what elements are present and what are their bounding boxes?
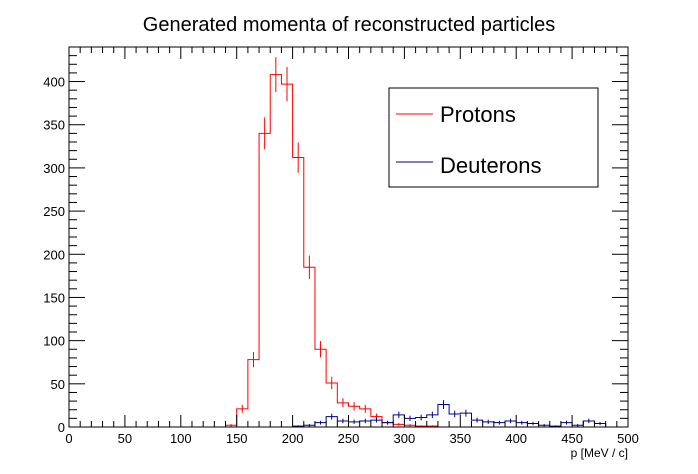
y-tick-label: 200 bbox=[43, 247, 65, 262]
x-tick-label: 250 bbox=[338, 431, 360, 446]
y-tick-label: 300 bbox=[43, 161, 65, 176]
x-tick-label: 200 bbox=[282, 431, 304, 446]
x-tick-label: 0 bbox=[65, 431, 72, 446]
y-tick-label: 100 bbox=[43, 334, 65, 349]
x-tick-label: 300 bbox=[394, 431, 416, 446]
x-tick-label: 100 bbox=[170, 431, 192, 446]
y-tick-label: 0 bbox=[58, 420, 65, 435]
y-tick-label: 50 bbox=[51, 377, 65, 392]
legend-box bbox=[388, 87, 599, 188]
x-axis-title: p [MeV / c] bbox=[571, 446, 628, 460]
x-tick-label: 450 bbox=[561, 431, 583, 446]
y-tick-label: 350 bbox=[43, 118, 65, 133]
legend: Protons Deuterons bbox=[388, 87, 599, 188]
x-tick-label: 500 bbox=[617, 431, 639, 446]
axes-layer: 0 50 100 150 200 250 300 350 400 450 500 0 50 100 150 2… bbox=[43, 46, 639, 446]
chart-title: Generated momenta of reconstructed parti… bbox=[143, 14, 555, 36]
y-tick-label: 250 bbox=[43, 204, 65, 219]
x-tick-label: 50 bbox=[118, 431, 132, 446]
y-tick-label: 150 bbox=[43, 290, 65, 305]
y-tick-label: 400 bbox=[43, 75, 65, 90]
x-tick-label: 150 bbox=[226, 431, 248, 446]
legend-label-protons: Protons bbox=[440, 102, 516, 127]
legend-label-deuterons: Deuterons bbox=[440, 153, 542, 178]
x-tick-label: 350 bbox=[449, 431, 471, 446]
x-tick-label: 400 bbox=[505, 431, 527, 446]
